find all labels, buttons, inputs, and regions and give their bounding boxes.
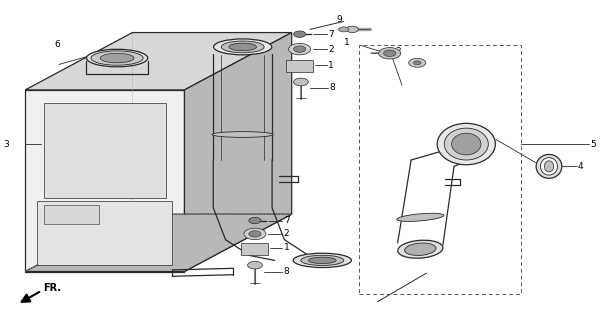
Ellipse shape: [398, 240, 443, 258]
Polygon shape: [25, 90, 184, 271]
Ellipse shape: [308, 257, 336, 264]
Circle shape: [293, 31, 306, 37]
Text: 2: 2: [396, 47, 402, 56]
Polygon shape: [184, 33, 292, 271]
Circle shape: [293, 46, 306, 52]
Circle shape: [346, 26, 359, 33]
Circle shape: [409, 58, 426, 67]
Circle shape: [293, 78, 308, 86]
Circle shape: [249, 217, 261, 224]
Ellipse shape: [444, 128, 488, 160]
Ellipse shape: [221, 41, 264, 53]
Circle shape: [247, 261, 262, 269]
Text: 1: 1: [344, 38, 349, 47]
Ellipse shape: [100, 53, 134, 63]
Polygon shape: [25, 33, 292, 90]
Text: 8: 8: [330, 83, 335, 92]
Ellipse shape: [293, 253, 351, 268]
Ellipse shape: [540, 158, 558, 175]
Bar: [241, 243, 268, 255]
Ellipse shape: [397, 213, 444, 221]
Text: 8: 8: [284, 267, 289, 276]
Ellipse shape: [214, 39, 272, 55]
Text: FR.: FR.: [44, 284, 61, 293]
Text: 7: 7: [284, 216, 289, 225]
Text: 7: 7: [328, 30, 334, 39]
Ellipse shape: [451, 133, 481, 155]
Ellipse shape: [212, 132, 273, 137]
Circle shape: [339, 27, 349, 32]
Ellipse shape: [91, 51, 143, 65]
Circle shape: [289, 44, 311, 55]
Text: 6: 6: [54, 40, 60, 49]
Bar: [286, 60, 313, 72]
Ellipse shape: [87, 49, 148, 67]
Ellipse shape: [301, 255, 344, 266]
Ellipse shape: [536, 155, 562, 178]
Text: 1: 1: [284, 244, 289, 252]
Text: 1: 1: [328, 61, 334, 70]
Text: 3: 3: [4, 140, 9, 148]
Ellipse shape: [229, 43, 257, 51]
Circle shape: [379, 48, 401, 59]
Ellipse shape: [437, 123, 495, 165]
Ellipse shape: [545, 161, 554, 172]
Polygon shape: [37, 201, 172, 265]
Text: 4: 4: [578, 162, 583, 171]
Polygon shape: [44, 103, 166, 198]
Circle shape: [384, 50, 396, 56]
Polygon shape: [25, 214, 292, 271]
Text: 5: 5: [590, 140, 596, 148]
Text: 2: 2: [328, 44, 334, 54]
Circle shape: [414, 61, 421, 65]
Text: 2: 2: [284, 229, 289, 238]
Circle shape: [249, 231, 261, 237]
Bar: [359, 45, 521, 294]
Polygon shape: [44, 204, 99, 224]
Circle shape: [244, 228, 266, 240]
Text: 9: 9: [336, 15, 342, 24]
Ellipse shape: [405, 243, 436, 255]
